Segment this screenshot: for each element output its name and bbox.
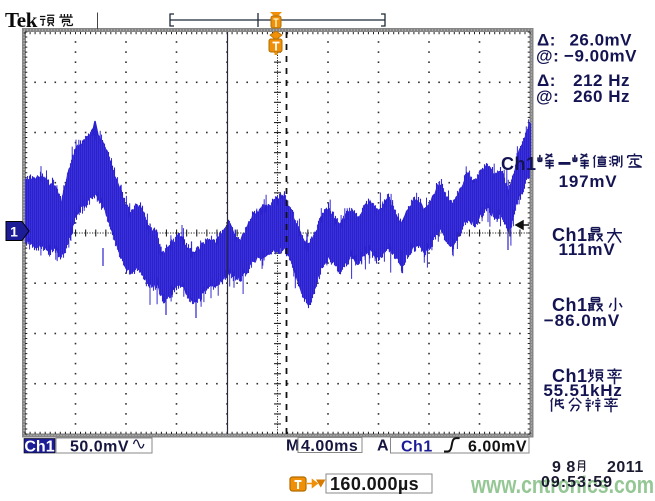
svg-text:160.000µs: 160.000µs — [330, 474, 419, 494]
svg-text:Ch1: Ch1 — [552, 295, 588, 315]
svg-text:2011: 2011 — [607, 459, 644, 476]
svg-text:www.cntronics.com: www.cntronics.com — [470, 472, 654, 499]
svg-text:Ch1: Ch1 — [401, 439, 433, 456]
svg-text:Ch1: Ch1 — [24, 439, 54, 456]
svg-text:−9.00mV: −9.00mV — [564, 47, 637, 66]
svg-text:50.0mV: 50.0mV — [70, 439, 129, 456]
svg-text:26.0mV: 26.0mV — [569, 31, 632, 50]
svg-text:212 Hz: 212 Hz — [573, 71, 630, 90]
svg-text:M: M — [286, 438, 300, 455]
svg-text:111mV: 111mV — [559, 240, 616, 259]
svg-text:−86.0mV: −86.0mV — [544, 311, 620, 330]
svg-text:1: 1 — [10, 224, 18, 240]
svg-text:Δ:: Δ: — [537, 31, 556, 50]
svg-text:@:: @: — [536, 87, 559, 106]
svg-text:Ch1: Ch1 — [501, 154, 537, 174]
svg-text:A: A — [377, 438, 389, 455]
svg-text:4.00ms: 4.00ms — [301, 438, 358, 455]
svg-text:@:: @: — [536, 47, 559, 66]
svg-text:Ch1: Ch1 — [552, 366, 588, 386]
svg-text:Tek: Tek — [5, 8, 38, 32]
svg-text:6.00mV: 6.00mV — [468, 439, 527, 456]
svg-text:55.51kHz: 55.51kHz — [543, 381, 622, 400]
svg-text:260 Hz: 260 Hz — [573, 87, 630, 106]
svg-text:9 8: 9 8 — [552, 459, 576, 476]
svg-text:Δ:: Δ: — [537, 71, 556, 90]
svg-text:197mV: 197mV — [559, 172, 618, 191]
svg-text:09:53:59: 09:53:59 — [541, 474, 613, 491]
svg-text:Ch1: Ch1 — [552, 225, 588, 245]
